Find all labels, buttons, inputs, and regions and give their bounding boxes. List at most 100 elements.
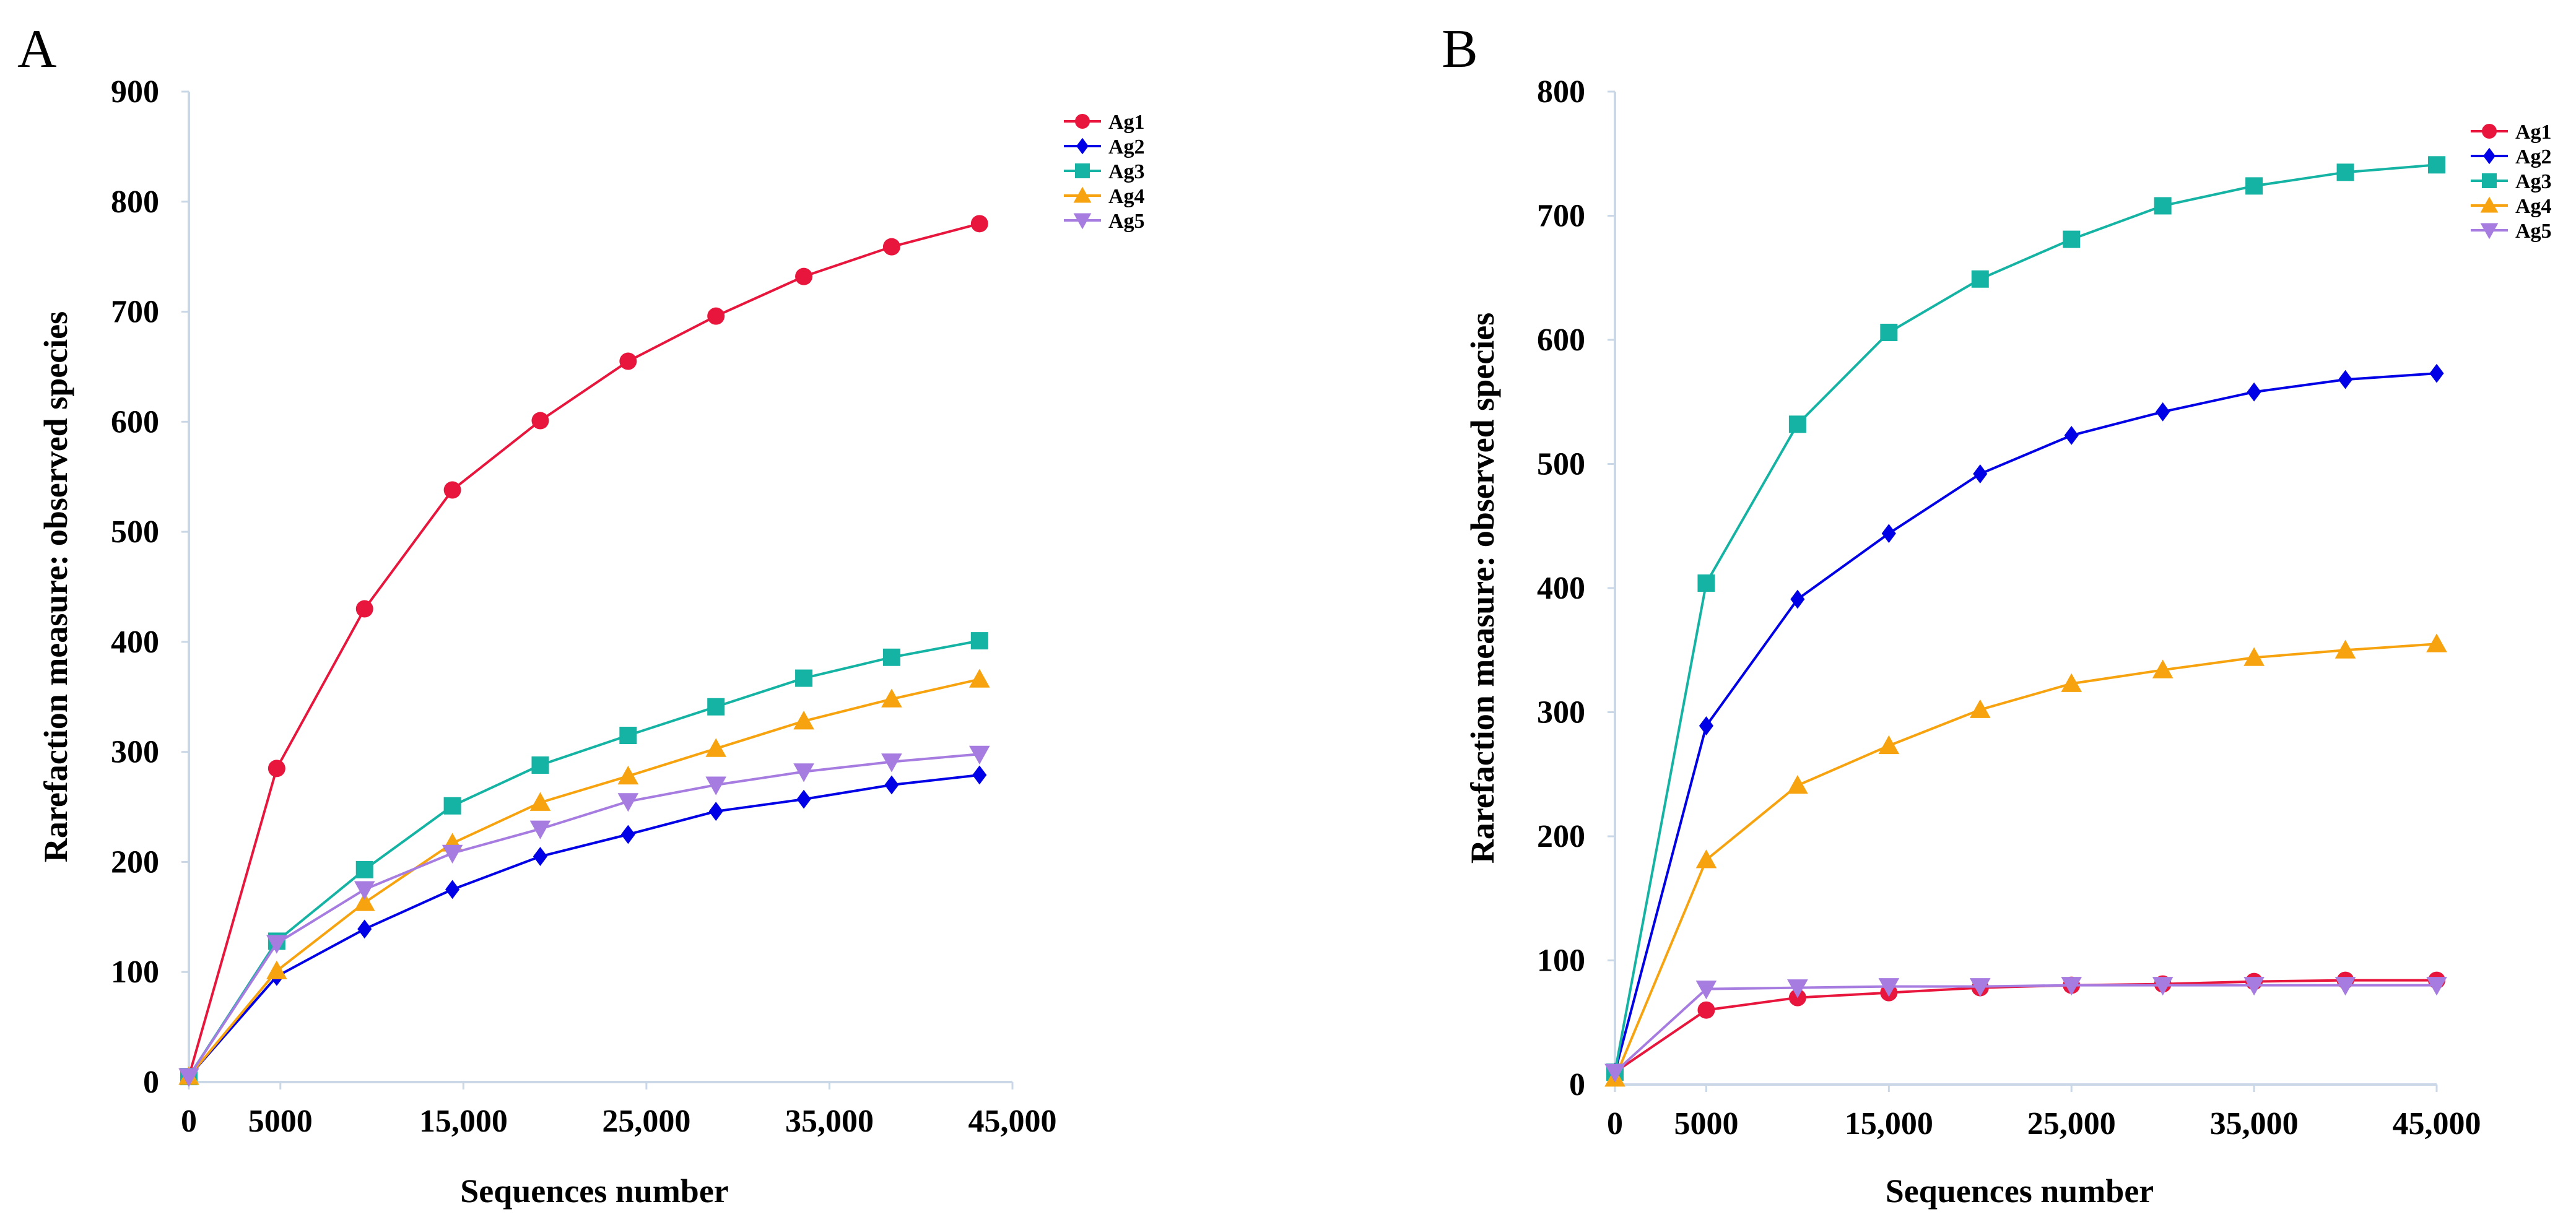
data-point — [266, 935, 287, 954]
data-point — [619, 727, 637, 744]
y-tick-label: 800 — [1537, 74, 1585, 110]
legend-label: Ag4 — [1108, 185, 1145, 208]
data-point — [531, 756, 549, 774]
panel-letter: B — [1442, 19, 1478, 79]
x-tick-label: 45,000 — [968, 1104, 1057, 1139]
x-tick-label: 5000 — [1674, 1106, 1738, 1141]
y-tick-label: 200 — [111, 844, 159, 880]
data-point — [443, 481, 461, 499]
x-axis-title: Sequences number — [1886, 1172, 2154, 1210]
data-point — [2152, 659, 2174, 678]
y-tick-label: 400 — [1537, 571, 1585, 606]
legend-marker — [2482, 124, 2497, 139]
panel-b-chart: B 0 100 200 300 400 500 600 700 800 0 5000 15,000 25,… — [1442, 19, 2552, 1210]
series-ag5 — [1604, 977, 2447, 1083]
legend-label: Ag5 — [1108, 210, 1145, 233]
data-point — [2061, 673, 2082, 692]
y-tick-label: 300 — [111, 735, 159, 770]
data-point — [2338, 370, 2353, 389]
data-point — [969, 745, 990, 765]
data-point — [1697, 1001, 1715, 1019]
data-point — [442, 844, 463, 864]
x-tick-label: 45,000 — [2393, 1106, 2481, 1141]
data-point — [705, 776, 726, 795]
data-point — [1604, 1063, 1625, 1083]
data-point — [2063, 230, 2081, 248]
y-tick-label: 700 — [1537, 199, 1585, 234]
series-line — [1614, 984, 2437, 1073]
data-point — [707, 307, 725, 325]
data-point — [2061, 977, 2082, 996]
y-tick-label: 100 — [111, 955, 159, 990]
legend-label: Ag1 — [2515, 121, 2552, 144]
panel-a-chart: A 0 100 200 300 400 500 600 700 800 900 0 5000 15,000… — [17, 19, 1145, 1210]
data-point — [2426, 633, 2447, 652]
legend-label: Ag5 — [2515, 220, 2552, 243]
data-point — [1969, 699, 1991, 718]
data-point — [1695, 981, 1717, 1000]
legend-label: Ag1 — [1108, 111, 1145, 134]
legend-marker — [1073, 186, 1092, 203]
data-point — [531, 412, 549, 430]
data-point — [2154, 197, 2172, 215]
data-point — [617, 793, 639, 812]
data-point — [355, 600, 373, 618]
y-tick-label: 900 — [111, 74, 159, 110]
data-point — [2334, 639, 2356, 659]
data-point — [529, 792, 551, 811]
data-point — [2428, 156, 2445, 174]
series-line — [1614, 372, 2437, 1073]
data-point — [1697, 574, 1715, 592]
data-point — [2064, 425, 2079, 445]
data-point — [884, 775, 899, 795]
data-point — [2247, 382, 2261, 402]
data-point — [705, 738, 726, 757]
series-line — [188, 774, 980, 1078]
x-tick-label: 0 — [1607, 1106, 1623, 1141]
data-point — [796, 789, 811, 809]
data-point — [268, 760, 285, 777]
data-point — [1699, 716, 1713, 735]
data-point — [1969, 978, 1991, 997]
x-tick-label: 35,000 — [785, 1104, 874, 1139]
data-point — [793, 711, 814, 730]
data-point — [620, 825, 635, 844]
data-point — [2334, 977, 2356, 996]
y-tick-label: 500 — [1537, 447, 1585, 482]
series-line — [188, 678, 980, 1078]
data-point — [266, 960, 287, 979]
x-tick-label: 15,000 — [419, 1104, 508, 1139]
data-point — [1971, 270, 1989, 288]
data-point — [2429, 363, 2444, 383]
data-point — [1878, 735, 1900, 755]
data-point — [795, 669, 813, 687]
data-point — [708, 802, 723, 821]
y-tick-label: 700 — [111, 295, 159, 330]
y-tick-label: 100 — [1537, 943, 1585, 979]
data-point — [445, 880, 460, 899]
data-point — [795, 267, 813, 285]
legend-marker — [1075, 163, 1090, 178]
legend-label: Ag2 — [1108, 136, 1145, 158]
data-point — [1695, 849, 1717, 868]
x-tick-label: 5000 — [248, 1104, 313, 1139]
data-point — [1880, 323, 1898, 341]
legend-marker — [2483, 147, 2496, 165]
data-point — [533, 847, 548, 866]
data-point — [1973, 464, 1988, 483]
series-line — [1614, 643, 2437, 1079]
data-point — [354, 881, 375, 900]
data-point — [529, 820, 551, 839]
data-point — [1787, 979, 1808, 998]
y-tick-label: 500 — [111, 514, 159, 550]
data-point — [707, 698, 725, 716]
series-line — [188, 222, 980, 1077]
legend-label: Ag3 — [2515, 170, 2552, 193]
data-point — [2152, 977, 2174, 996]
legend-marker — [2480, 196, 2499, 213]
data-point — [617, 765, 639, 785]
data-point — [2245, 177, 2263, 195]
legend-marker — [2482, 173, 2497, 188]
data-point — [1788, 415, 1806, 433]
